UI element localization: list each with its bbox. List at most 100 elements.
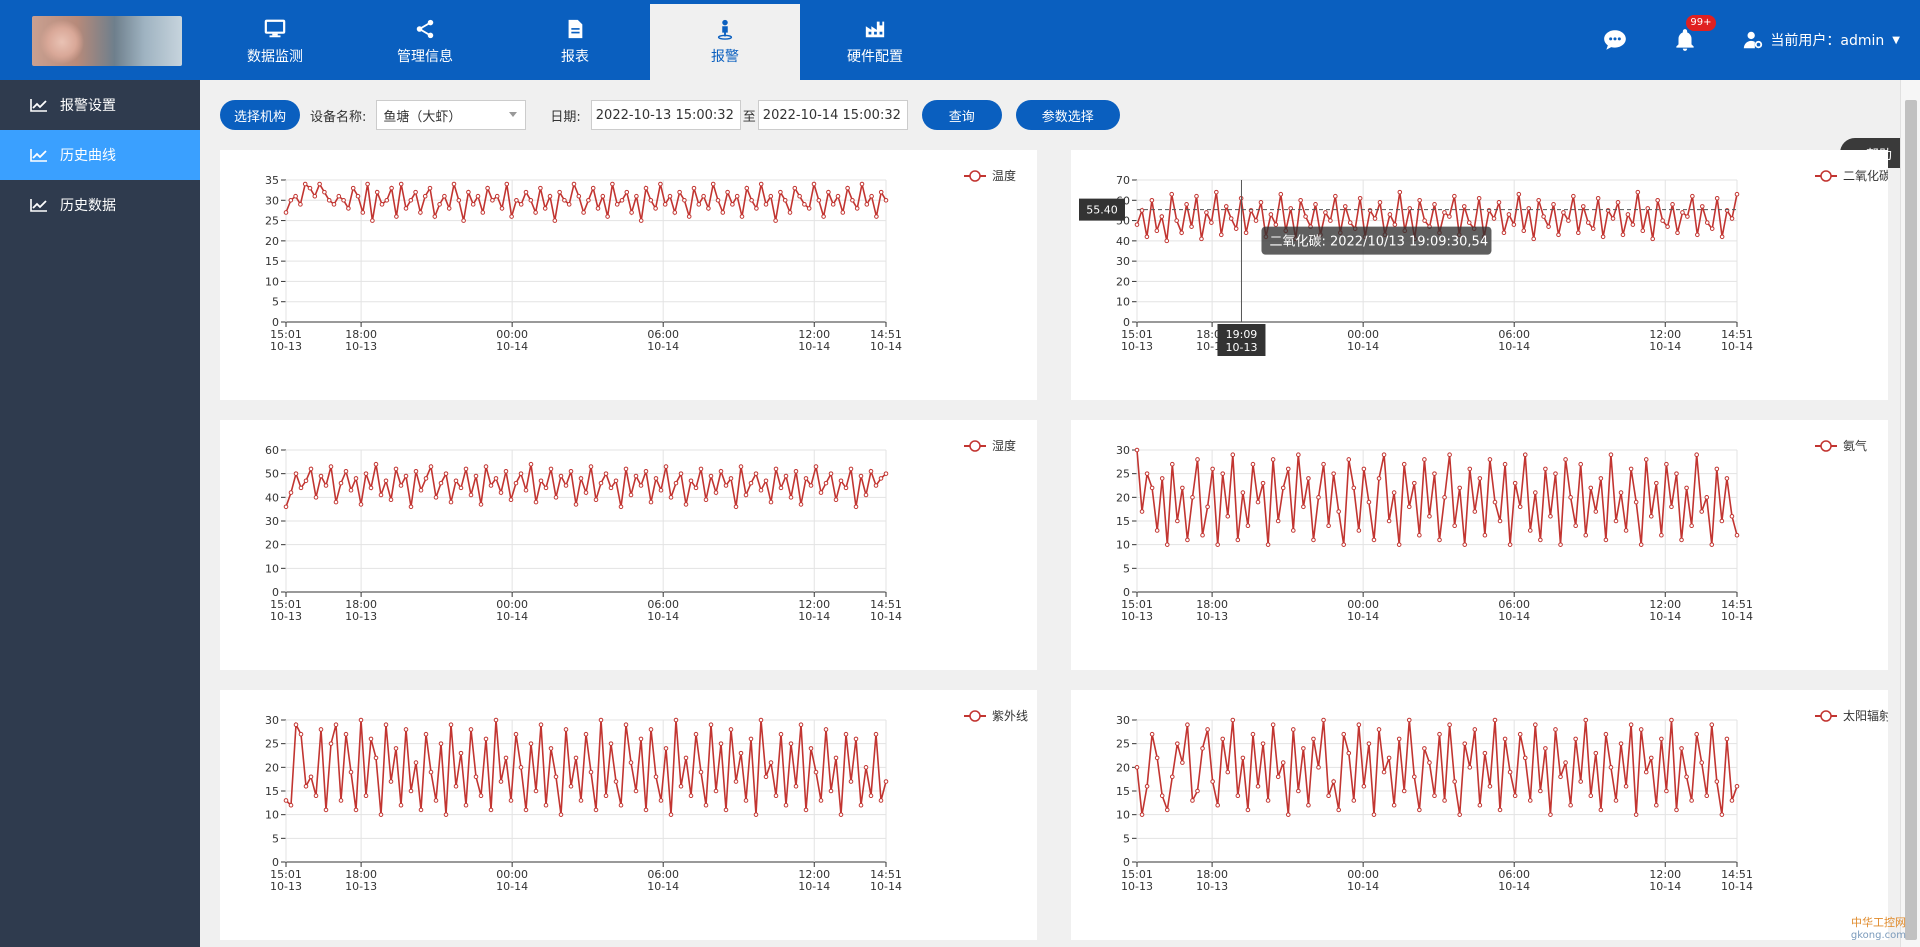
data-point (738, 464, 744, 469)
legend-label: 太阳辐射 (1843, 708, 1888, 723)
data-point (423, 476, 429, 481)
x-tick-label: 10-14 (1649, 340, 1681, 353)
data-point (1447, 452, 1452, 458)
nav-management[interactable]: 管理信息 (350, 4, 500, 80)
data-point (348, 487, 354, 493)
nav-hardware[interactable]: 硬件配置 (800, 4, 950, 80)
data-point (643, 807, 649, 813)
data-point (333, 499, 339, 505)
data-point (1437, 537, 1442, 543)
data-point (595, 206, 601, 211)
data-point (818, 490, 824, 495)
data-point (293, 193, 298, 199)
data-point (1235, 537, 1241, 543)
data-point (1595, 195, 1601, 201)
data-point (1376, 727, 1382, 732)
nav-data-monitor[interactable]: 数据监测 (200, 4, 350, 80)
data-point (283, 798, 289, 803)
data-point (493, 717, 499, 723)
data-point (793, 783, 799, 789)
data-point (703, 497, 709, 502)
data-point (813, 769, 819, 775)
data-point (1381, 769, 1387, 775)
legend-label: 温度 (992, 168, 1016, 183)
chart-panel-uv: 0 5 10 15 20 25 30 15:01 10-13 18:00 10-13 00:00 10-… (220, 690, 1037, 940)
query-button[interactable]: 查询 (921, 100, 1002, 130)
chart-panel-ammonia: 0 5 10 15 20 25 30 15:01 10-13 18:00 10-13 00:00 10-… (1071, 420, 1888, 670)
data-point (568, 469, 574, 474)
data-point (1593, 509, 1599, 514)
data-point (318, 727, 324, 732)
data-point (883, 471, 889, 476)
data-point (1492, 717, 1498, 723)
data-point (1396, 542, 1402, 547)
data-point (422, 193, 428, 199)
select-org-button[interactable]: 选择机构 (220, 100, 300, 130)
data-point (633, 788, 639, 794)
data-point (619, 197, 625, 203)
params-button[interactable]: 参数选择 (1015, 100, 1120, 130)
data-point (1674, 807, 1679, 813)
data-point (643, 185, 649, 191)
chat-button[interactable] (1602, 27, 1628, 53)
data-point (826, 189, 831, 195)
data-point (528, 461, 534, 467)
nav-alarm[interactable]: 报警 (650, 4, 800, 80)
data-point (1593, 750, 1599, 756)
device-select[interactable]: 鱼塘（大虾） (376, 100, 527, 130)
data-point (1333, 193, 1338, 199)
sidebar-item-alarm-settings[interactable]: 报警设置 (0, 80, 200, 130)
data-point (696, 202, 702, 207)
x-tick-label: 10-14 (798, 610, 830, 623)
data-point (1323, 210, 1328, 215)
nav-reports[interactable]: 报表 (500, 4, 650, 80)
notification-button[interactable]: 99+ (1672, 15, 1716, 53)
x-tick-label: 10-14 (496, 610, 528, 623)
data-point (1685, 214, 1690, 219)
sidebar-item-label: 报警设置 (60, 98, 116, 114)
data-point (1546, 224, 1551, 229)
sidebar-item-history-data[interactable]: 历史数据 (0, 180, 200, 230)
data-point (677, 189, 682, 195)
y-tick-label: 40 (1116, 235, 1130, 248)
data-point (1230, 717, 1236, 723)
y-tick-label: 5 (272, 296, 279, 309)
data-point (1134, 222, 1140, 227)
data-point (763, 478, 769, 484)
data-point (840, 210, 846, 215)
scrollbar[interactable] (1900, 80, 1920, 947)
data-point (623, 722, 629, 728)
x-tick-label: 10-14 (496, 880, 528, 893)
data-point (1620, 232, 1626, 238)
x-tick-label: 14:51 (870, 868, 902, 881)
end-date-input[interactable] (757, 100, 908, 130)
main-nav: 数据监测 管理信息 报表 报警 硬件配置 (200, 4, 950, 80)
x-tick-label: 10-13 (1121, 880, 1153, 893)
data-point (803, 476, 809, 481)
chart-ammonia: 05101520253015:0110-1318:0010-1300:0010-… (1116, 438, 1867, 623)
data-point (1260, 480, 1266, 486)
user-menu[interactable]: 当前用户：admin ▼ (1742, 29, 1900, 51)
notification-badge: 99+ (1686, 15, 1716, 31)
data-point (878, 189, 884, 195)
data-point (1600, 234, 1606, 240)
data-point (538, 478, 544, 484)
data-point (811, 181, 817, 187)
data-point (1487, 783, 1493, 789)
data-point (423, 731, 429, 737)
x-tick-label: 10-14 (870, 880, 902, 893)
start-date-input[interactable] (590, 100, 741, 130)
data-point (358, 717, 364, 723)
data-point (1144, 234, 1150, 240)
data-point (428, 769, 434, 775)
scrollbar-thumb[interactable] (1905, 100, 1917, 940)
data-point (1548, 812, 1553, 817)
data-point (552, 218, 558, 223)
x-tick-label: 15:01 (270, 328, 302, 341)
data-point (783, 802, 789, 808)
data-point (878, 476, 884, 481)
y-tick-label: 25 (1116, 738, 1130, 751)
sidebar-item-history-curve[interactable]: 历史曲线 (0, 130, 200, 180)
data-point (1406, 717, 1412, 723)
data-point (1341, 731, 1347, 737)
